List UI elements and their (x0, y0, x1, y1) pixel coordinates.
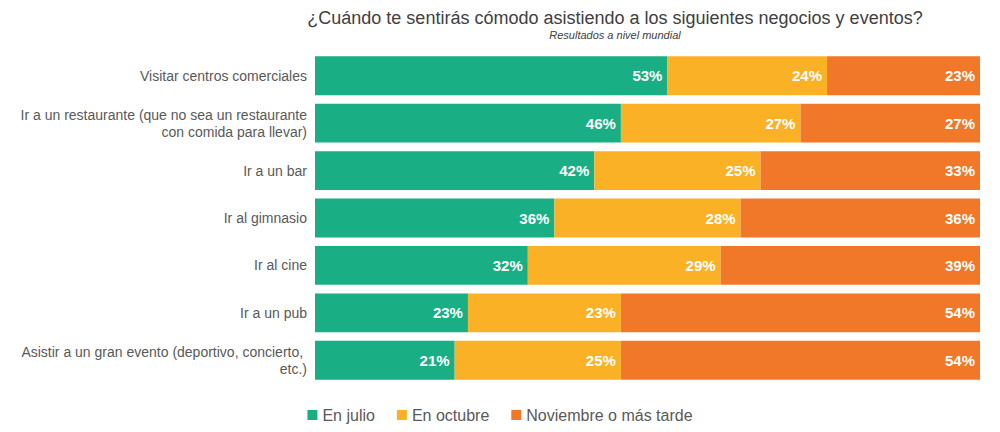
svg-text:25%: 25% (586, 352, 616, 369)
svg-text:36%: 36% (519, 210, 549, 227)
svg-text:53%: 53% (632, 67, 662, 84)
svg-text:27%: 27% (945, 115, 975, 132)
svg-text:25%: 25% (726, 162, 756, 179)
svg-text:con comida para llevar): con comida para llevar) (158, 124, 307, 140)
svg-text:54%: 54% (945, 352, 975, 369)
svg-text:Noviembre o más tarde: Noviembre o más tarde (526, 407, 692, 424)
svg-text:23%: 23% (945, 67, 975, 84)
svg-text:23%: 23% (433, 304, 463, 321)
svg-text:Ir al gimnasio: Ir al gimnasio (224, 210, 307, 226)
svg-text:36%: 36% (945, 210, 975, 227)
svg-text:etc.): etc.) (280, 361, 307, 377)
svg-text:21%: 21% (420, 352, 450, 369)
svg-text:Ir al cine: Ir al cine (254, 257, 307, 273)
svg-text:46%: 46% (586, 115, 616, 132)
svg-text:23%: 23% (586, 304, 616, 321)
svg-text:33%: 33% (945, 162, 975, 179)
svg-text:Visitar centros comerciales: Visitar centros comerciales (140, 68, 307, 84)
svg-text:Ir a un pub: Ir a un pub (240, 305, 307, 321)
svg-text:24%: 24% (792, 67, 822, 84)
svg-text:32%: 32% (493, 257, 523, 274)
svg-text:Ir a un restaurante (que no se: Ir a un restaurante (que no sea un resta… (21, 107, 308, 123)
svg-text:27%: 27% (765, 115, 795, 132)
svg-text:29%: 29% (686, 257, 716, 274)
svg-text:¿Cuándo te sentirás cómodo asi: ¿Cuándo te sentirás cómodo asistiendo a … (307, 8, 922, 28)
svg-text:En julio: En julio (322, 407, 375, 424)
svg-text:39%: 39% (945, 257, 975, 274)
svg-text:Resultados a nivel mundial: Resultados a nivel mundial (549, 29, 681, 41)
svg-text:42%: 42% (559, 162, 589, 179)
svg-text:Asistir a un gran evento (depo: Asistir a un gran evento (deportivo, con… (21, 344, 307, 360)
svg-text:54%: 54% (945, 304, 975, 321)
svg-text:28%: 28% (706, 210, 736, 227)
svg-text:En octubre: En octubre (412, 407, 489, 424)
svg-text:Ir a un bar: Ir a un bar (243, 163, 307, 179)
